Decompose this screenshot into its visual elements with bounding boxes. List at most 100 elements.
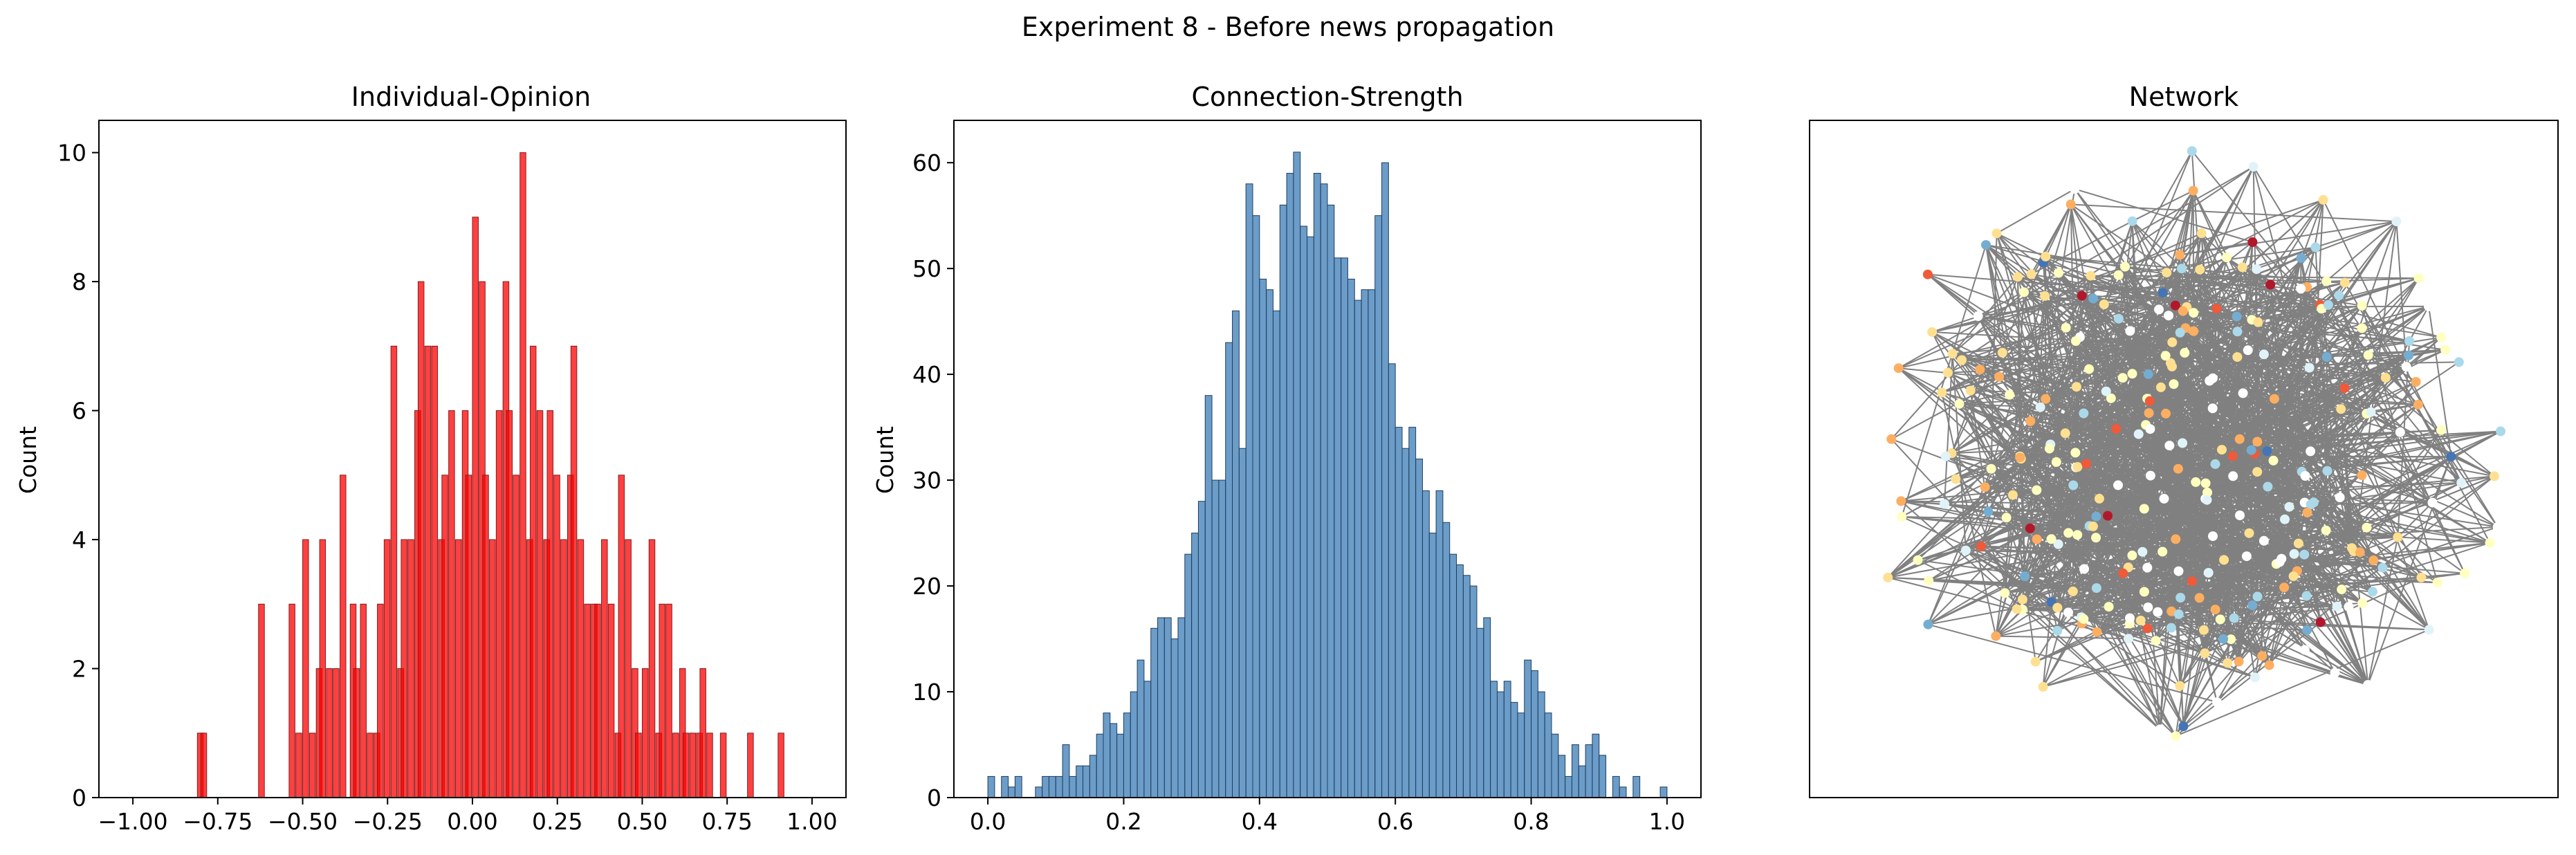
network-node-11 <box>2454 357 2464 367</box>
opinion-histogram-bar-70 <box>689 733 697 798</box>
network-node-85 <box>1957 355 1967 365</box>
network-node-80 <box>2170 300 2180 311</box>
network-node-295 <box>2063 607 2073 618</box>
network-node-236 <box>1940 451 1951 461</box>
network-node-188 <box>1965 385 1976 396</box>
network-edge-1390 <box>1985 484 2074 488</box>
network-node-308 <box>2054 268 2063 278</box>
network-edge-1489 <box>1991 304 2321 470</box>
network-edge-1447 <box>2175 538 2294 555</box>
network-edge-1464 <box>2132 190 2194 222</box>
network-node-239 <box>2060 428 2070 439</box>
opinion-histogram-bar-73 <box>706 733 713 798</box>
strength-histogram-ylabel: Count <box>872 426 899 494</box>
network-edge-1103 <box>2042 616 2082 688</box>
opinion-histogram-bar-40 <box>513 475 519 798</box>
network-edge-437 <box>1961 166 2254 361</box>
opinion-histogram-bar-29 <box>448 410 455 798</box>
network-node-49 <box>2252 467 2263 477</box>
network-edge-1417 <box>2083 563 2277 620</box>
opinion-histogram-bar-36 <box>489 539 496 798</box>
network-edge-1435 <box>2204 309 2218 654</box>
network-edge-1488 <box>2146 366 2407 400</box>
network-node-96 <box>1940 499 1949 509</box>
network-node-55 <box>2177 264 2187 274</box>
network-node-242 <box>2020 571 2030 581</box>
network-edge-35 <box>1961 359 2010 396</box>
network-node-286 <box>2117 373 2128 383</box>
network-node-139 <box>2228 471 2238 481</box>
network-node-145 <box>2268 455 2279 466</box>
network-node-178 <box>2144 396 2155 406</box>
network-edge-1404 <box>1928 336 2442 582</box>
network-node-88 <box>2000 588 2010 598</box>
network-node-62 <box>2232 327 2243 337</box>
network-node-130 <box>2322 466 2333 476</box>
network-node-243 <box>2160 351 2171 361</box>
network-node-158 <box>2252 436 2263 447</box>
opinion-histogram-bar-18 <box>383 539 391 798</box>
network-node-97 <box>2124 634 2133 644</box>
network-node-201 <box>2145 424 2155 434</box>
network-node-174 <box>2143 603 2153 612</box>
network-node-206 <box>1983 506 1994 517</box>
network-node-292 <box>2246 445 2256 455</box>
network-frame <box>1809 120 2559 798</box>
network-node-317 <box>2139 587 2149 597</box>
network-panel: Network <box>1809 82 2559 798</box>
network-node-212 <box>2262 446 2272 457</box>
network-edge-1378 <box>2306 286 2430 630</box>
strength-histogram-bar-18 <box>1110 723 1118 798</box>
network-node-248 <box>1954 398 1965 409</box>
network-node-140 <box>2113 480 2123 490</box>
network-node-187 <box>2234 656 2244 667</box>
network-node-249 <box>2321 352 2332 362</box>
strength-histogram-bar-40 <box>1259 278 1267 798</box>
network-node-29 <box>2440 344 2451 355</box>
opinion-histogram-xtick-label-1: −0.75 <box>183 808 252 835</box>
opinion-histogram-bar-19 <box>390 345 398 798</box>
strength-histogram-ytick-label-4: 40 <box>912 361 941 388</box>
network-node-300 <box>2173 566 2184 576</box>
network-edge-1461 <box>2056 461 2270 666</box>
network-node-264 <box>2234 434 2245 444</box>
opinion-histogram-xtick-label-6: 0.50 <box>617 808 668 835</box>
network-edge-1044 <box>2005 517 2142 621</box>
network-node-104 <box>2436 425 2446 435</box>
network-edge-1491 <box>2081 580 2193 618</box>
strength-histogram-bar-25 <box>1157 617 1165 798</box>
network-node-213 <box>2125 613 2135 623</box>
network-edge-287 <box>2428 306 2452 457</box>
network-node-170 <box>2355 547 2365 558</box>
opinion-histogram-bar-10 <box>333 668 340 798</box>
network-node-298 <box>2125 326 2135 336</box>
opinion-histogram-bar-51 <box>577 539 585 798</box>
network-node-27 <box>1913 555 1923 565</box>
network-node-146 <box>2288 571 2299 581</box>
network-edge-1070 <box>2215 481 2462 610</box>
network-node-60 <box>2025 416 2036 426</box>
strength-histogram-bar-72 <box>1476 627 1484 798</box>
network-node-52 <box>2380 373 2391 383</box>
network-node-180 <box>2207 403 2218 414</box>
opinion-histogram-bar-50 <box>570 345 578 798</box>
strength-histogram-xtick-label-1: 0.2 <box>1105 808 1141 835</box>
network-edge-1343 <box>2257 322 2368 528</box>
network-node-38 <box>2485 537 2495 548</box>
network-edge-1223 <box>2256 268 2375 561</box>
opinion-histogram-yticks: 0 2 4 6 8 10 <box>57 140 99 811</box>
network-node-224 <box>2178 306 2188 316</box>
network-edge-1215 <box>1965 549 2082 618</box>
network-node-5 <box>1883 572 1893 582</box>
network-node-102 <box>2252 591 2263 602</box>
strength-histogram-bar-81 <box>1537 691 1545 798</box>
opinion-histogram-bar-26 <box>431 345 439 798</box>
network-node-252 <box>2377 562 2388 573</box>
network-node-118 <box>2263 481 2273 492</box>
network-node-120 <box>2032 485 2042 495</box>
network-node-1 <box>2175 681 2185 691</box>
network-node-306 <box>2243 345 2253 356</box>
network-title: Network <box>2129 82 2239 112</box>
opinion-histogram-bar-63 <box>648 539 656 798</box>
network-node-36 <box>2413 273 2424 284</box>
